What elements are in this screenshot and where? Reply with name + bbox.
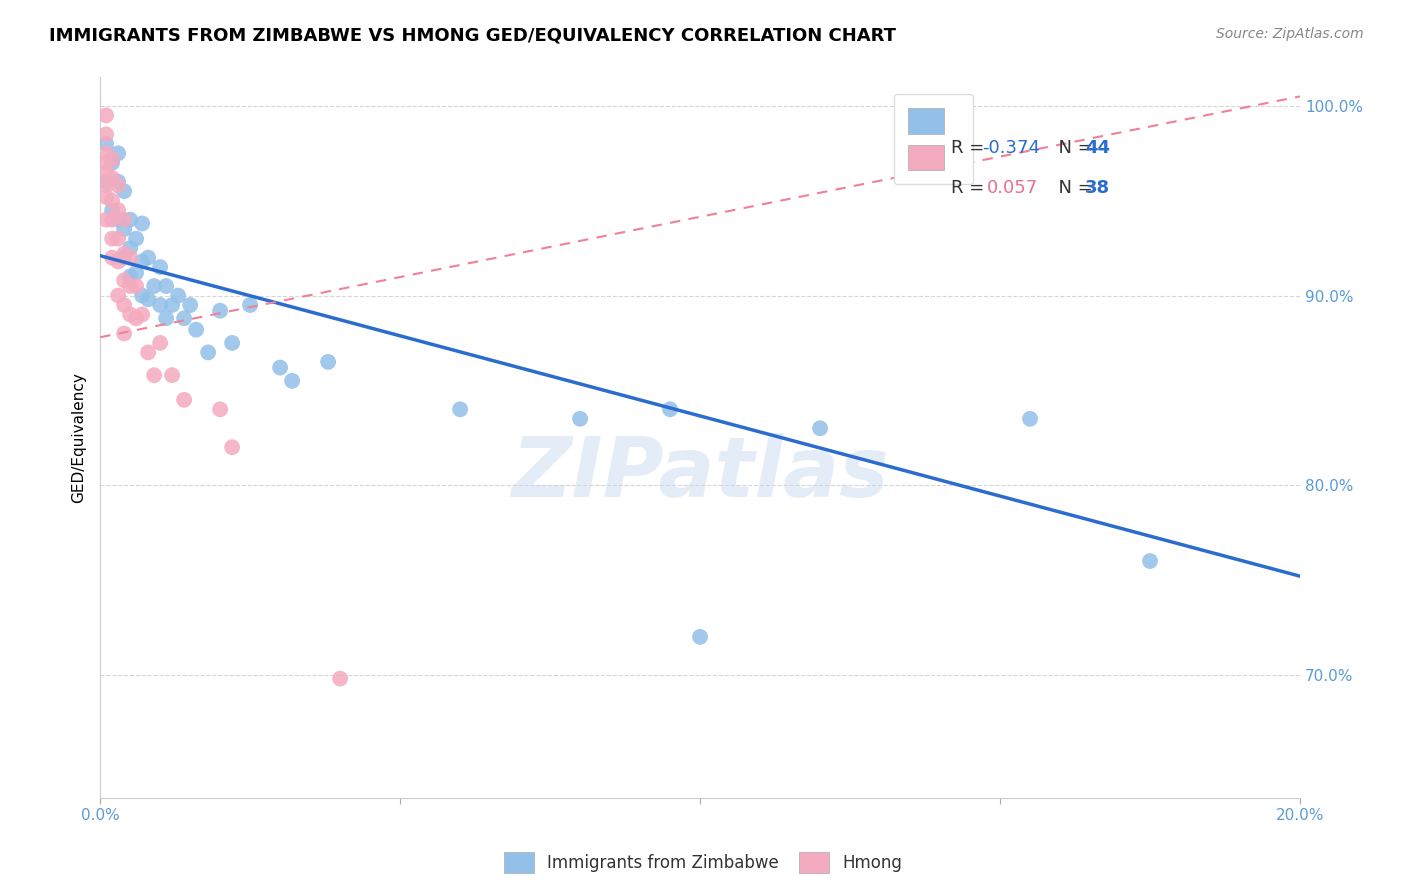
Point (107, 288, 129, 302)
Text: N =: N = (1047, 139, 1098, 157)
Point (160, 298, 183, 312)
Point (112, 247, 135, 261)
Point (94, 155, 117, 169)
Point (94, 190, 117, 204)
Point (316, 355, 339, 369)
Point (173, 392, 195, 407)
Point (136, 345, 159, 359)
Point (329, 672, 352, 686)
Text: R =: R = (952, 179, 997, 197)
Point (1139, 554, 1161, 568)
Point (101, 152, 124, 166)
Text: R =: R = (952, 139, 990, 157)
Point (689, 630, 711, 644)
Point (107, 232, 129, 246)
Legend: Immigrants from Zimbabwe, Hmong: Immigrants from Zimbabwe, Hmong (498, 846, 908, 880)
Point (112, 273, 135, 287)
Point (101, 203, 124, 218)
Point (131, 217, 153, 231)
Point (269, 360, 291, 375)
Point (149, 298, 172, 312)
Point (107, 178, 129, 193)
Text: ZIPatlas: ZIPatlas (512, 434, 889, 515)
Point (808, 421, 831, 435)
Point (167, 288, 190, 302)
Point (94, 108, 117, 122)
Point (239, 298, 262, 312)
Point (149, 335, 172, 350)
Point (94, 165, 117, 179)
Point (136, 293, 159, 307)
Text: 38: 38 (1085, 179, 1111, 197)
Point (281, 374, 304, 388)
Y-axis label: GED/Equivalency: GED/Equivalency (72, 372, 86, 503)
Text: Source: ZipAtlas.com: Source: ZipAtlas.com (1216, 27, 1364, 41)
Point (155, 279, 177, 293)
Point (94, 178, 117, 193)
Point (112, 251, 135, 265)
Point (112, 326, 135, 341)
Point (94, 175, 117, 189)
Point (125, 266, 148, 280)
Point (149, 260, 172, 274)
Point (136, 251, 159, 265)
Point (179, 298, 201, 312)
Point (94, 212, 117, 227)
Point (120, 308, 142, 322)
Point (107, 203, 129, 218)
Point (160, 368, 183, 383)
Point (125, 311, 148, 326)
Point (125, 232, 148, 246)
Point (569, 411, 592, 425)
Point (125, 279, 148, 293)
Text: IMMIGRANTS FROM ZIMBABWE VS HMONG GED/EQUIVALENCY CORRELATION CHART: IMMIGRANTS FROM ZIMBABWE VS HMONG GED/EQ… (49, 27, 896, 45)
Point (173, 311, 195, 326)
Point (184, 323, 207, 337)
Point (112, 184, 135, 198)
Point (155, 311, 177, 326)
Point (221, 440, 243, 454)
Point (1019, 411, 1042, 425)
Point (107, 212, 129, 227)
Point (131, 288, 153, 302)
Point (143, 368, 166, 383)
Point (107, 254, 129, 268)
Point (120, 251, 142, 265)
Point (94, 128, 117, 142)
Text: 44: 44 (1085, 139, 1109, 157)
Point (120, 279, 142, 293)
Point (107, 146, 129, 161)
Point (659, 402, 682, 417)
Point (449, 402, 471, 417)
Point (120, 241, 142, 255)
Point (112, 212, 135, 227)
Point (197, 345, 219, 359)
Point (94, 146, 117, 161)
Point (112, 298, 135, 312)
Point (101, 251, 124, 265)
Text: N =: N = (1047, 179, 1098, 197)
Point (112, 222, 135, 236)
Point (101, 194, 124, 208)
Point (101, 232, 124, 246)
Point (107, 175, 129, 189)
Point (94, 136, 117, 151)
Text: 0.057: 0.057 (987, 179, 1038, 197)
Point (120, 212, 142, 227)
Point (120, 269, 142, 284)
Point (221, 335, 243, 350)
Legend: , : , (894, 94, 973, 185)
Point (209, 303, 232, 318)
Point (131, 308, 153, 322)
Point (101, 170, 124, 185)
Point (131, 254, 153, 268)
Point (101, 212, 124, 227)
Point (209, 402, 232, 417)
Point (143, 279, 166, 293)
Text: -0.374: -0.374 (983, 139, 1040, 157)
Point (101, 155, 124, 169)
